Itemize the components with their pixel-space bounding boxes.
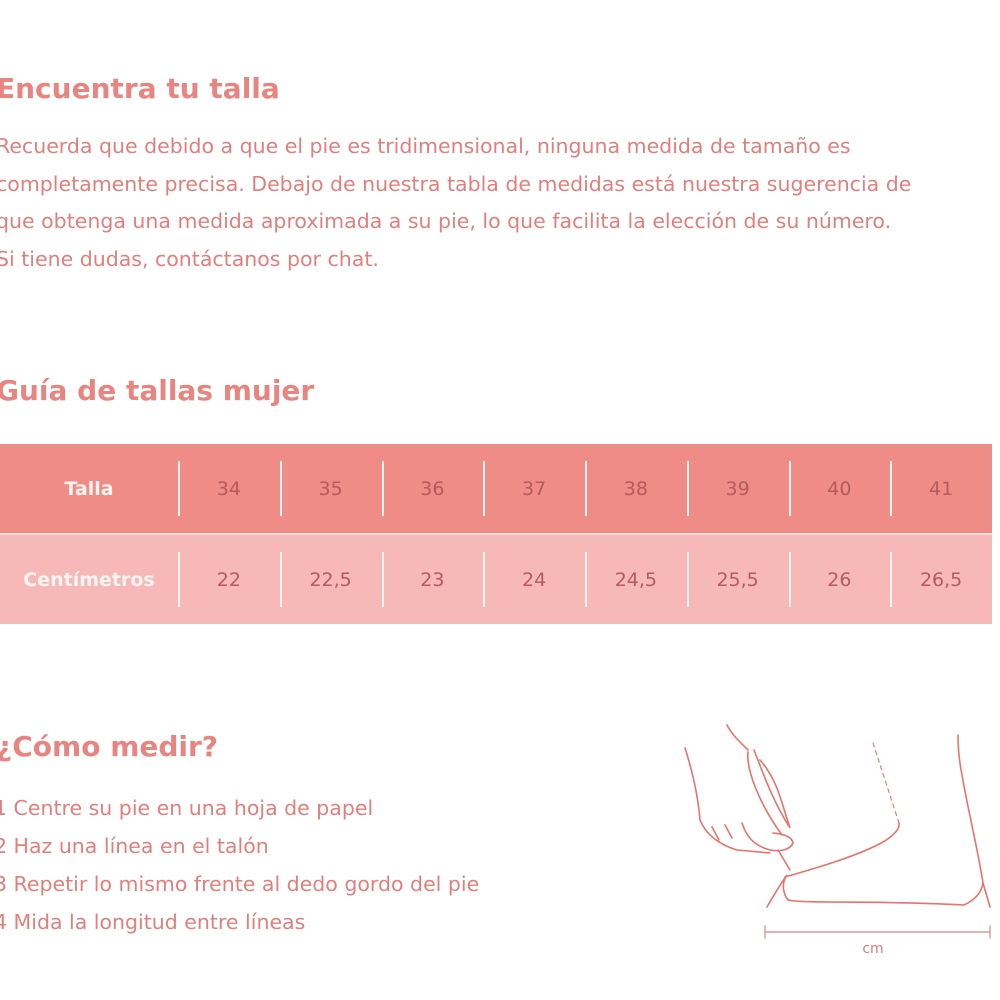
table-cell: 34: [178, 444, 280, 534]
list-item: 2 Haz una línea en el talón: [0, 834, 269, 858]
table-cell: 35: [279, 444, 382, 534]
intro-line: que obtenga una medida aproximada a su p…: [0, 209, 892, 233]
table-cell: 23: [381, 533, 484, 624]
row-label: Centímetros: [0, 533, 178, 624]
table-cell: 38: [585, 444, 687, 534]
table-cell: 26: [788, 533, 891, 624]
table-cell: 24,5: [585, 533, 687, 624]
table-cell: 22: [178, 533, 280, 624]
size-table: Talla 34 35 36 37 38 39 40 41 Centímetro…: [0, 444, 992, 624]
table-cell: 37: [483, 444, 585, 534]
table-cell: 22,5: [279, 533, 382, 624]
measure-steps: 1 Centre su pie en una hoja de papel 2 H…: [0, 789, 479, 941]
intro-title: Encuentra tu talla: [0, 72, 280, 105]
intro-paragraph: Recuerda que debido a que el pie es trid…: [0, 128, 996, 278]
table-cell: 36: [381, 444, 484, 534]
intro-line: Si tiene dudas, contáctanos por chat.: [0, 246, 379, 271]
table-cell: 24: [483, 533, 585, 624]
list-item: 1 Centre su pie en una hoja de papel: [0, 796, 374, 820]
unit-label: cm: [862, 941, 883, 957]
measure-title: ¿Cómo medir?: [0, 730, 219, 763]
intro-line: Recuerda que debido a que el pie es trid…: [0, 134, 851, 158]
table-cell: 25,5: [686, 533, 789, 624]
table-cell: 39: [686, 444, 789, 534]
table-row-size: Talla 34 35 36 37 38 39 40 41: [0, 444, 992, 534]
list-item: 4 Mida la longitud entre líneas: [0, 910, 306, 934]
table-row-cm: Centímetros 22 22,5 23 24 24,5 25,5 26 2…: [0, 533, 992, 624]
foot-measure-illustration: cm: [684, 724, 991, 957]
list-item: 3 Repetir lo mismo frente al dedo gordo …: [0, 872, 480, 896]
size-guide-title: Guía de tallas mujer: [0, 374, 315, 407]
row-label: Talla: [0, 444, 178, 534]
table-cell: 26,5: [890, 533, 992, 624]
table-cell: 41: [890, 444, 992, 534]
intro-line: completamente precisa. Debajo de nuestra…: [0, 171, 912, 196]
table-cell: 40: [788, 444, 891, 534]
